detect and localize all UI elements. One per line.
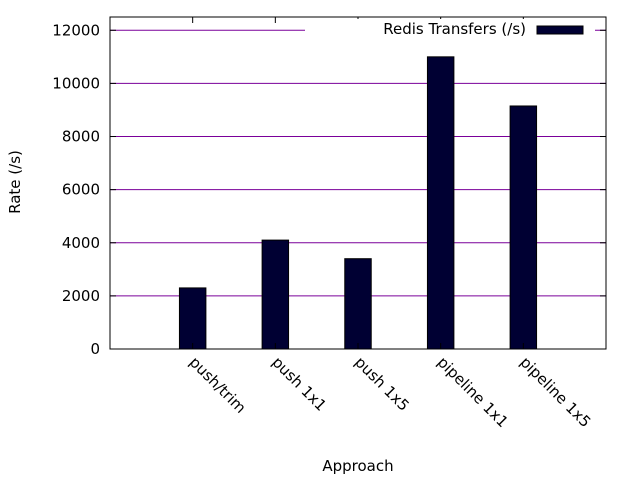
y-tick-label: 2000 — [62, 287, 100, 305]
x-tick-label: pipeline 1x1 — [434, 353, 512, 431]
x-tick-label: push 1x1 — [269, 353, 331, 415]
y-tick-label: 8000 — [62, 128, 100, 146]
legend-background — [305, 19, 595, 41]
y-axis-label: Rate (/s) — [6, 150, 24, 214]
x-axis-label: Approach — [322, 457, 393, 475]
bar — [426, 56, 455, 350]
bar — [261, 239, 290, 350]
x-tick-label: push 1x5 — [351, 353, 413, 415]
y-tick-label: 0 — [90, 340, 100, 358]
y-tick-label: 6000 — [62, 181, 100, 199]
y-tick-label: 10000 — [52, 74, 100, 92]
legend: Redis Transfers (/s) — [305, 19, 595, 41]
y-tick-label: 4000 — [62, 234, 100, 252]
legend-swatch — [536, 25, 584, 35]
bar — [178, 287, 207, 350]
y-tick-label: 12000 — [52, 21, 100, 39]
bar — [509, 105, 538, 350]
bars — [178, 56, 538, 350]
x-tick-label: pipeline 1x5 — [517, 353, 595, 431]
bar — [344, 258, 372, 350]
legend-label: Redis Transfers (/s) — [383, 20, 526, 38]
x-tick-label: push/trim — [186, 353, 250, 417]
